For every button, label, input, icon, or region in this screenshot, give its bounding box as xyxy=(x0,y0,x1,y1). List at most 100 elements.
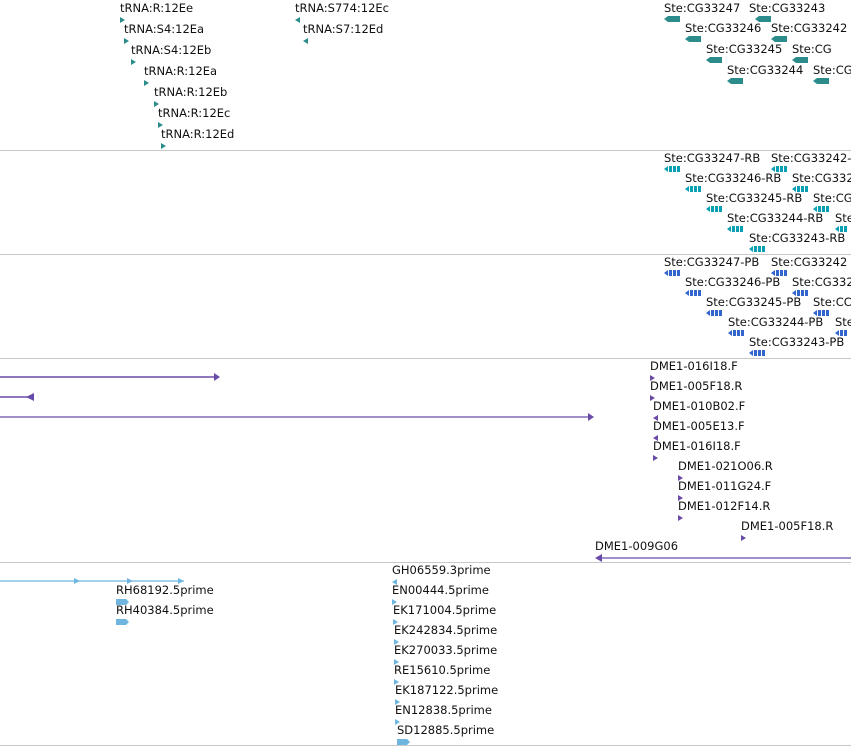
est-span-line[interactable] xyxy=(0,577,188,585)
feature-label: tRNA:R:12Ee xyxy=(120,1,194,15)
feature-label: EK242834.5prime xyxy=(394,623,498,637)
trna-gene-track: tRNA:R:12Ee tRNA:S4:12Ea tRNA:S4:12Eb tR… xyxy=(0,0,851,151)
feature-glyph xyxy=(755,16,771,22)
feature-glyph xyxy=(650,375,655,381)
feature-label: Ste:CG xyxy=(792,42,832,56)
feature-glyph xyxy=(653,415,658,421)
clone-end-track: DME1-016I18.F DME1-005F18.R DME1-010B02.… xyxy=(0,359,851,563)
feature-label: EN12838.5prime xyxy=(395,703,492,717)
feature-label: RH40384.5prime xyxy=(116,603,214,617)
feature-glyph xyxy=(706,310,722,316)
feature-label: RH68192.5prime xyxy=(116,583,214,597)
feature-label: tRNA:R:12Ec xyxy=(158,106,231,120)
feature-label: DME1-012F14.R xyxy=(678,499,771,513)
feature-glyph xyxy=(394,639,399,645)
feature-glyph xyxy=(154,101,159,107)
feature-label: Ste:CG33244-PB xyxy=(728,315,824,329)
feature-label: DME1-010B02.F xyxy=(653,399,746,413)
feature-glyph xyxy=(161,143,166,149)
feature-glyph xyxy=(397,739,410,745)
feature-label: GH06559.3prime xyxy=(392,563,491,577)
feature-glyph xyxy=(158,122,163,128)
feature-glyph xyxy=(749,350,765,356)
feature-label: Ste:CG332 xyxy=(792,171,851,185)
feature-glyph xyxy=(727,78,743,84)
feature-label: Ste:CG33243 xyxy=(749,1,826,15)
clone-span-line[interactable] xyxy=(0,373,222,381)
feature-glyph xyxy=(771,270,787,276)
feature-glyph xyxy=(664,16,680,22)
feature-label: EK270033.5prime xyxy=(394,643,498,657)
feature-glyph xyxy=(685,36,701,42)
feature-glyph xyxy=(728,330,744,336)
feature-glyph xyxy=(303,38,308,44)
feature-label: DME1-005E13.F xyxy=(653,419,745,433)
feature-glyph xyxy=(131,59,136,65)
feature-label: Ste:CG xyxy=(813,191,851,205)
feature-label: EN00444.5prime xyxy=(392,583,489,597)
feature-label: tRNA:S7:12Ed xyxy=(303,22,384,36)
feature-glyph xyxy=(727,226,743,232)
feature-glyph xyxy=(835,330,847,336)
feature-glyph xyxy=(116,619,129,625)
transcript-track: Ste:CG33247-RB Ste:CG33242- Ste:CG33246-… xyxy=(0,151,851,255)
feature-glyph xyxy=(771,36,787,42)
clone-span-line[interactable] xyxy=(0,393,36,401)
feature-label: Ste:CG33242- xyxy=(771,151,851,165)
feature-glyph xyxy=(749,246,765,252)
protein-track: Ste:CG33247-PB Ste:CG33242 Ste:CG33246-P… xyxy=(0,255,851,359)
feature-label: Ste:CC xyxy=(813,295,851,309)
feature-glyph xyxy=(771,166,787,172)
clone-span-line[interactable] xyxy=(0,413,596,421)
feature-label: DME1-005F18.R xyxy=(650,379,743,393)
feature-glyph xyxy=(792,186,808,192)
feature-label: DME1-021O06.R xyxy=(678,459,773,473)
feature-label: DME1-016I18.F xyxy=(650,359,738,373)
feature-glyph xyxy=(393,619,398,625)
feature-label: Ste:CG33242 xyxy=(771,21,848,35)
feature-glyph xyxy=(595,554,851,562)
feature-label: EK187122.5prime xyxy=(395,683,499,697)
feature-label: RE15610.5prime xyxy=(394,663,491,677)
feature-label: Ste:CG33246-RB xyxy=(685,171,782,185)
feature-label: Ste:CG33246 xyxy=(685,21,762,35)
feature-glyph xyxy=(741,535,746,541)
feature-glyph xyxy=(392,599,397,605)
feature-label: DME1-011G24.F xyxy=(678,479,772,493)
feature-glyph xyxy=(394,679,399,685)
feature-label: Ste:CG33244 xyxy=(727,63,804,77)
feature-glyph xyxy=(144,80,149,86)
feature-label: DME1-005F18.R xyxy=(741,519,834,533)
feature-glyph xyxy=(678,515,683,521)
feature-label: Ste:CG33246-PB xyxy=(685,275,781,289)
feature-glyph xyxy=(124,38,129,44)
feature-label: Ste:CG33247 xyxy=(664,1,741,15)
feature-glyph xyxy=(394,659,399,665)
feature-label: Ste:CG33242 xyxy=(771,255,848,269)
feature-label: tRNA:S4:12Ea xyxy=(124,22,205,36)
feature-label: DME1-016I18.F xyxy=(653,439,741,453)
feature-label: Ste xyxy=(835,211,851,225)
feature-label: tRNA:S4:12Eb xyxy=(131,43,212,57)
feature-glyph xyxy=(678,495,683,501)
feature-glyph xyxy=(706,57,722,63)
feature-glyph xyxy=(664,166,680,172)
feature-glyph xyxy=(395,719,400,725)
feature-label: Ste:CG33245-RB xyxy=(706,191,803,205)
feature-glyph xyxy=(295,17,300,23)
feature-glyph xyxy=(813,206,829,212)
feature-label: Ste:CG33247-PB xyxy=(664,255,760,269)
feature-glyph xyxy=(685,186,701,192)
feature-glyph xyxy=(813,310,829,316)
feature-glyph xyxy=(706,206,722,212)
feature-glyph xyxy=(792,57,808,63)
feature-glyph xyxy=(653,455,658,461)
feature-glyph xyxy=(392,579,397,585)
feature-glyph xyxy=(678,475,683,481)
feature-label: Ste:CG332 xyxy=(792,275,851,289)
feature-label: tRNA:R:12Eb xyxy=(154,85,228,99)
feature-label: tRNA:S774:12Ec xyxy=(295,1,389,15)
feature-label: Ste:CG xyxy=(813,63,851,77)
feature-glyph xyxy=(653,435,658,441)
feature-glyph xyxy=(835,226,847,232)
